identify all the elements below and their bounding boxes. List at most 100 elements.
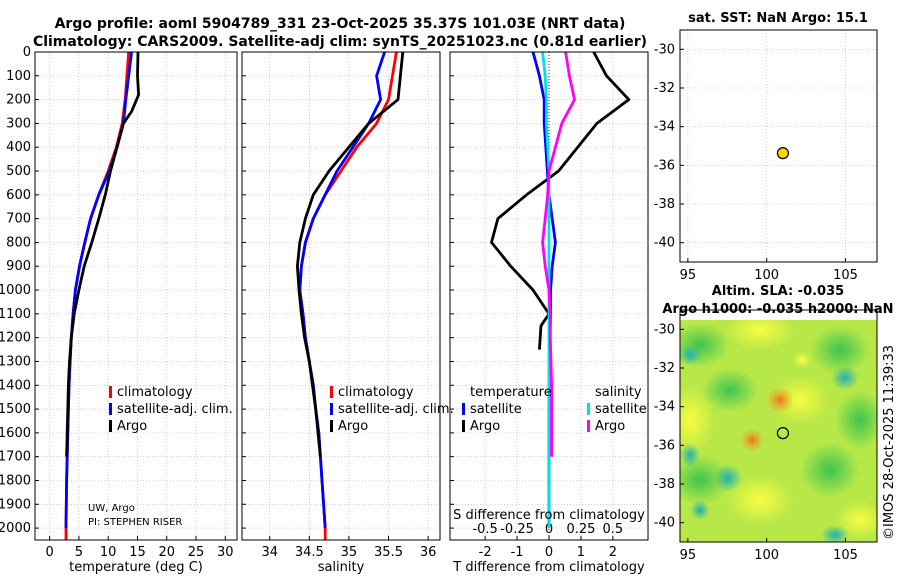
argo-position-marker [776,427,790,440]
salinity-legend: climatology satellite-adj. clim. Argo [330,385,454,434]
map-lat-label: -34 [654,400,675,415]
map-lat-label: -36 [654,438,675,453]
sla-heatmap [680,320,877,542]
x-tick-label: 35.5 [374,545,403,560]
depth-tick-label: 1700 [0,450,31,465]
legend-title-temperature: temperature [470,385,552,400]
depth-tick-label: 1100 [0,307,31,322]
plot-frame [449,51,649,541]
legend-title-salinity: salinity [595,385,642,400]
map-lat-label: -38 [654,477,675,492]
x-tick-label: 1 [577,545,585,560]
map-lat-label: -38 [654,197,675,212]
x-tick-label: -2 [479,545,492,560]
difference-legend: temperature satellite Argo salinity sate… [462,385,647,434]
x-tick-label: 34.5 [295,545,324,560]
depth-tick-label: 700 [6,212,31,227]
argo-position-marker [776,147,790,160]
depth-tick-label: 1200 [0,331,31,346]
map-lat-label: -30 [654,322,675,337]
plot-frame [241,51,441,541]
depth-tick-label: 1900 [0,497,31,512]
legend-swatch-t-satellite [462,403,465,415]
depth-tick-label: 1500 [0,402,31,417]
map-frame [679,29,878,263]
depth-tick-label: 900 [6,259,31,274]
depth-tick-label: 600 [6,188,31,203]
depth-tick-label: 800 [6,235,31,250]
map-lat-label: -32 [654,81,675,96]
x-top-tick-label: 0.25 [566,522,595,537]
plot-area [242,52,440,540]
legend-swatch-argo [109,420,112,432]
map-lon-label: 95 [680,268,697,283]
x-top-tick-label: -0.5 [472,522,497,537]
x-tick-label: -1 [511,545,524,560]
legend-label-t-argo: Argo [470,419,500,434]
map-lat-label: -36 [654,158,675,173]
sla-map: -30 -32 -34 -36 -38 -40 95 100 105 [654,309,878,563]
series-line-argo [295,51,405,457]
legend-swatch-s-satellite [587,403,590,415]
legend-label-s-argo: Argo [595,419,625,434]
temperature-legend: climatology satellite-adj. clim. Argo [109,385,233,434]
sst-map: -30 -32 -34 -36 -38 -40 95 100 105 [654,29,878,283]
plot-area [35,52,237,540]
depth-tick-label: 0 [23,45,31,60]
x-tick-label: 20 [158,545,175,560]
map-lat-label: -40 [654,236,675,251]
map-lon-label: 105 [833,268,858,283]
depth-tick-label: 1800 [0,473,31,488]
difference-top-axis-label: S difference from climatology [453,508,645,523]
legend-swatch-argo [330,420,333,432]
legend-swatch-climatology [330,386,333,398]
series-line-s-satellite [541,51,551,529]
depth-tick-label: 500 [6,164,31,179]
legend-label-climatology: climatology [338,385,414,400]
depth-tick-label: 1300 [0,354,31,369]
x-top-tick-label: 0.5 [603,522,624,537]
sla-map-title-1: Altim. SLA: -0.035 [712,284,844,299]
map-lat-label: -34 [654,120,675,135]
x-tick-label: 5 [75,545,83,560]
x-tick-label: 0 [545,545,553,560]
watermark: ©IMOS 28-Oct-2025 11:39:33 [882,345,897,540]
series-line-argo [65,51,141,457]
x-tick-label: 10 [100,545,117,560]
legend-label-argo: Argo [117,419,147,434]
plot-frame [34,51,238,541]
credit-line-1: UW, Argo [88,503,135,514]
legend-swatch-s-argo [587,420,590,432]
depth-tick-label: 1600 [0,426,31,441]
map-lon-label: 100 [754,268,779,283]
legend-label-t-satellite: satellite [470,402,522,417]
series-line-s-argo [541,51,576,457]
difference-axis-label: T difference from climatology [452,560,645,575]
map-lon-label: 100 [754,548,779,563]
salinity-axis-label: salinity [318,560,365,575]
map-lon-label: 95 [680,548,697,563]
x-top-tick-label: -0.25 [500,522,534,537]
map-area [680,30,877,262]
legend-swatch-t-argo [462,420,465,432]
map-lon-label: 105 [833,548,858,563]
title-line-1: Argo profile: aoml 5904789_331 23-Oct-20… [55,16,626,32]
depth-tick-label: 100 [6,69,31,84]
legend-label-satellite: satellite-adj. clim. [338,402,454,417]
x-tick-label: 0 [45,545,53,560]
map-frame [679,309,878,543]
series-line-t-argo [490,51,631,350]
difference-panel: -2 -1 0 1 2-0.5 -0.25 0 0.25 0.5 [449,51,649,560]
salinity-panel: 34 34.5 35 35.5 36 [241,51,441,560]
x-tick-label: 36 [420,545,437,560]
depth-tick-label: 400 [6,140,31,155]
credit-line-2: PI: STEPHEN RISER [88,517,182,528]
map-lat-label: -32 [654,361,675,376]
temperature-axis-label: temperature (deg C) [69,560,203,575]
depth-tick-label: 200 [6,93,31,108]
legend-swatch-climatology [109,386,112,398]
sst-map-title: sat. SST: NaN Argo: 15.1 [688,11,868,26]
depth-tick-label: 2000 [0,521,31,536]
depth-tick-label: 300 [6,116,31,131]
